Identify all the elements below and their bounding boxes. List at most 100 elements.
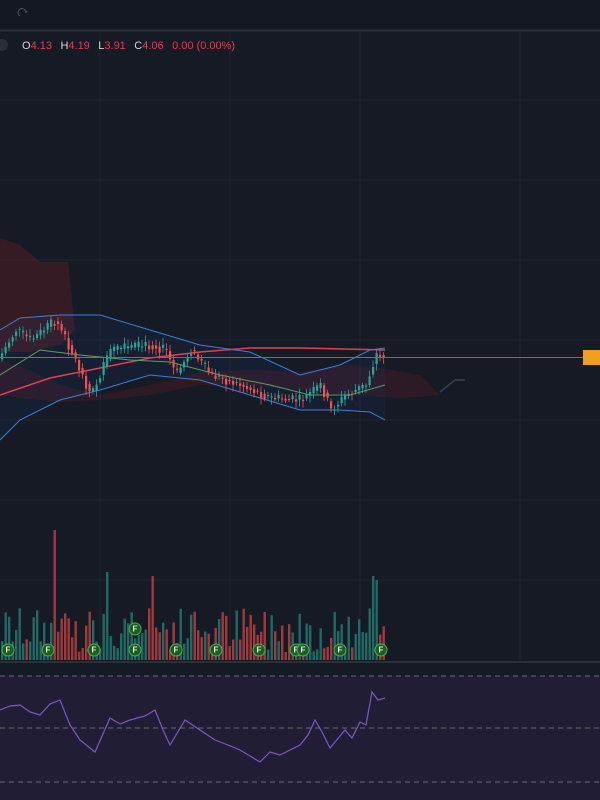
volume-bar — [169, 649, 172, 660]
candle-body — [172, 360, 175, 368]
candle-body — [365, 385, 368, 387]
candle-body — [225, 378, 228, 385]
candle-body — [85, 375, 88, 389]
volume-bar — [354, 634, 357, 660]
candle-body — [333, 409, 336, 411]
candle-body — [347, 393, 350, 396]
candle-body — [316, 385, 319, 391]
volume-bar — [130, 612, 133, 660]
volume-bar — [309, 625, 312, 660]
volume-bar — [57, 631, 60, 660]
volume-bar — [312, 651, 315, 660]
candle-body — [176, 368, 179, 370]
volume-bar — [372, 576, 375, 660]
candle-body — [197, 354, 200, 360]
candle-body — [22, 330, 25, 333]
volume-bar — [277, 641, 280, 660]
candle-body — [218, 375, 221, 377]
marker-label: F — [214, 646, 219, 655]
volume-bar — [270, 615, 273, 660]
marker-badge — [209, 643, 223, 657]
volume-bar — [151, 576, 154, 660]
candle-body — [284, 398, 287, 401]
marker-badge — [169, 643, 183, 657]
volume-bar — [207, 633, 210, 660]
volume-bar — [183, 643, 186, 660]
candle-body — [81, 368, 84, 375]
volume-bar — [15, 630, 18, 660]
volume-bar — [365, 632, 368, 660]
volume-bar — [78, 651, 81, 660]
candle-body — [235, 382, 238, 384]
marker-badge — [333, 643, 347, 657]
volume-bar — [197, 630, 200, 660]
volume-bar — [67, 618, 70, 660]
marker-label: F — [379, 646, 384, 655]
candle-body — [46, 323, 49, 330]
legend-toggle[interactable] — [0, 39, 8, 51]
marker-label: F — [92, 646, 97, 655]
markers: F F F FFF F F F F F F — [1, 622, 388, 657]
candle-body — [204, 362, 207, 364]
volume-bar — [323, 648, 326, 660]
marker-badge — [252, 643, 266, 657]
volume-bar — [249, 614, 252, 660]
volume-bar — [274, 631, 277, 660]
volume — [1, 530, 385, 660]
volume-bar — [85, 625, 88, 660]
volume-bar — [200, 637, 203, 660]
volume-bar — [326, 646, 329, 660]
candle-body — [232, 381, 235, 385]
candle-body — [102, 362, 105, 375]
candle-body — [337, 404, 340, 407]
volume-bar — [155, 627, 158, 660]
candle-body — [106, 355, 109, 367]
candle-body — [375, 353, 378, 364]
marker-label: F — [294, 646, 299, 655]
candle-body — [361, 384, 364, 389]
candle-body — [211, 371, 214, 373]
volume-bar — [148, 608, 151, 660]
volume-bar — [92, 620, 95, 660]
volume-bar — [221, 612, 224, 660]
candle-body — [309, 391, 312, 396]
candle-body — [214, 375, 217, 379]
volume-bar — [239, 639, 242, 660]
volume-bar — [39, 641, 42, 660]
candle-body — [39, 329, 42, 336]
volume-bar — [165, 629, 168, 660]
candle-body — [4, 346, 7, 354]
volume-bar — [81, 647, 84, 660]
volume-bar — [29, 641, 32, 660]
candle-body — [340, 397, 343, 403]
band-fill — [0, 315, 385, 440]
volume-bar — [43, 622, 46, 660]
candle-body — [88, 383, 91, 392]
candle-body — [270, 396, 273, 398]
volume-bar — [340, 624, 343, 660]
volume-bar — [53, 530, 56, 660]
marker-label: F — [338, 646, 343, 655]
volume-bar — [193, 611, 196, 660]
legend-key: L — [98, 40, 104, 52]
redo-icon[interactable] — [17, 8, 28, 17]
volume-bar — [8, 616, 11, 660]
candle-body — [277, 395, 280, 399]
candle-body — [29, 336, 32, 338]
candles — [1, 315, 385, 416]
candle-body — [162, 344, 165, 348]
volume-bar — [50, 622, 53, 660]
volume-bar — [22, 643, 25, 660]
candle-body — [351, 393, 354, 395]
candle-body — [382, 355, 385, 358]
candle-body — [354, 389, 357, 392]
candle-body — [137, 341, 140, 347]
candle-body — [302, 399, 305, 402]
candle-body — [169, 351, 172, 360]
legend-value: 4.19 — [68, 40, 89, 52]
cloud — [0, 360, 440, 402]
candle-body — [379, 355, 382, 357]
volume-bar — [316, 649, 319, 660]
volume-bar — [358, 619, 361, 660]
